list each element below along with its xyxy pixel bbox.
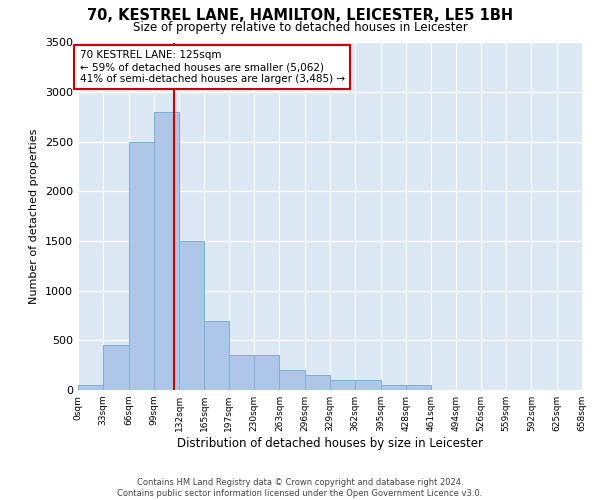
Bar — [205, 320, 229, 390]
Bar — [380, 385, 406, 390]
Bar — [103, 346, 128, 390]
Y-axis label: Number of detached properties: Number of detached properties — [29, 128, 40, 304]
Bar — [229, 355, 254, 390]
Bar — [305, 375, 330, 390]
Bar — [330, 380, 355, 390]
Bar — [280, 370, 305, 390]
Bar — [406, 385, 431, 390]
Bar — [179, 241, 205, 390]
Bar — [355, 380, 380, 390]
Bar — [254, 355, 280, 390]
Bar — [78, 385, 103, 390]
Bar — [154, 112, 179, 390]
X-axis label: Distribution of detached houses by size in Leicester: Distribution of detached houses by size … — [177, 437, 483, 450]
Text: Size of property relative to detached houses in Leicester: Size of property relative to detached ho… — [133, 21, 467, 34]
Text: Contains HM Land Registry data © Crown copyright and database right 2024.
Contai: Contains HM Land Registry data © Crown c… — [118, 478, 482, 498]
Bar — [128, 142, 154, 390]
Text: 70 KESTREL LANE: 125sqm
← 59% of detached houses are smaller (5,062)
41% of semi: 70 KESTREL LANE: 125sqm ← 59% of detache… — [80, 50, 344, 84]
Text: 70, KESTREL LANE, HAMILTON, LEICESTER, LE5 1BH: 70, KESTREL LANE, HAMILTON, LEICESTER, L… — [87, 8, 513, 22]
